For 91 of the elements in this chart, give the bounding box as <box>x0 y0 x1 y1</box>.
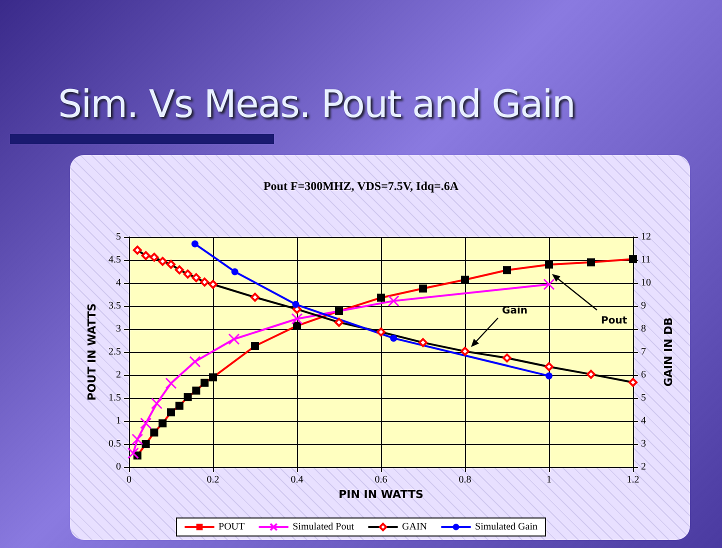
legend-label: GAIN <box>402 522 428 532</box>
y-tick-label: 5 <box>116 232 121 242</box>
y-tick-label: 4 <box>116 278 121 288</box>
x-tick-label: 0 <box>126 474 132 486</box>
point <box>192 273 201 282</box>
point <box>189 356 201 368</box>
y-tick-label: 1 <box>116 416 121 426</box>
y2-tick-label: 4 <box>641 416 646 426</box>
point <box>334 318 344 327</box>
point <box>140 418 152 430</box>
point <box>376 327 386 336</box>
point <box>141 251 150 260</box>
y-tick-label: 0.5 <box>108 438 121 450</box>
point <box>587 258 595 266</box>
point <box>165 378 177 390</box>
y2-tick-label: 12 <box>641 232 651 242</box>
y2-tick-label: 3 <box>641 438 646 450</box>
point <box>209 373 217 382</box>
y-tick-label: 0 <box>116 462 121 472</box>
point <box>192 386 200 395</box>
x-tick-label: 1.2 <box>626 474 640 486</box>
legend-label: POUT <box>218 522 245 532</box>
point <box>545 260 553 269</box>
x-tick-label: 1 <box>546 474 552 486</box>
x-axis-title: PIN IN WATTS <box>338 488 424 501</box>
x-tick-label: 0.2 <box>206 474 220 486</box>
point <box>142 440 150 448</box>
point <box>586 370 596 379</box>
point <box>390 334 398 342</box>
point <box>251 342 259 350</box>
x-tick-label: 0.8 <box>458 474 472 486</box>
legend-label: Simulated Gain <box>475 522 538 532</box>
point <box>228 333 240 345</box>
point <box>200 278 210 287</box>
point <box>544 362 554 372</box>
annotation: Pout <box>601 316 628 326</box>
point <box>461 276 469 284</box>
point <box>231 268 238 276</box>
point <box>183 270 192 279</box>
point <box>460 346 470 356</box>
point <box>503 266 511 274</box>
y2-tick-label: 7 <box>641 346 646 358</box>
y-tick-label: 3 <box>116 324 121 334</box>
point <box>388 295 400 307</box>
y2-tick-label: 2 <box>641 462 646 472</box>
point <box>419 284 427 293</box>
point <box>166 260 176 269</box>
point <box>175 402 184 410</box>
chart-subtitle: Pout F=300MHZ, VDS=7.5V, Idq=.6A <box>263 179 459 193</box>
point <box>200 378 209 387</box>
y-tick-label: 3.5 <box>108 300 121 312</box>
point <box>184 393 192 402</box>
y-tick-label: 2.5 <box>108 346 121 358</box>
y2-tick-label: 10 <box>641 278 651 288</box>
y2-tick-label: 9 <box>641 300 646 312</box>
y-axis-title: POUT IN WATTS <box>86 303 99 401</box>
y2-axis-title: GAIN IN DB <box>662 317 675 387</box>
point <box>191 240 198 248</box>
x-tick-label: 0.6 <box>374 474 388 486</box>
point <box>150 252 159 262</box>
point <box>132 434 144 446</box>
point <box>132 246 142 255</box>
y2-tick-label: 8 <box>641 324 646 334</box>
chart-title: Sim. Vs Meas. Pout and Gain <box>58 82 575 126</box>
y2-tick-label: 5 <box>641 392 646 404</box>
y2-tick-label: 6 <box>641 370 646 380</box>
point <box>158 256 168 266</box>
y-tick-label: 1.5 <box>108 392 121 404</box>
point <box>293 322 301 330</box>
point <box>150 428 158 436</box>
point <box>158 419 167 428</box>
point <box>335 307 343 316</box>
y-tick-label: 2 <box>116 370 121 380</box>
point <box>377 294 385 302</box>
y-tick-label: 4.5 <box>108 254 121 266</box>
y2-tick-label: 11 <box>641 254 651 266</box>
point <box>250 292 260 302</box>
point <box>167 408 175 416</box>
point <box>628 378 638 387</box>
point <box>292 300 300 308</box>
point <box>546 372 552 380</box>
legend-label: Simulated Pout <box>292 522 354 532</box>
x-tick-label: 0.4 <box>290 474 304 486</box>
point <box>502 353 512 362</box>
point <box>418 338 428 348</box>
point <box>208 280 218 289</box>
point <box>174 265 184 274</box>
point <box>150 398 162 410</box>
point <box>127 447 139 459</box>
point <box>543 278 555 290</box>
point <box>291 313 303 325</box>
